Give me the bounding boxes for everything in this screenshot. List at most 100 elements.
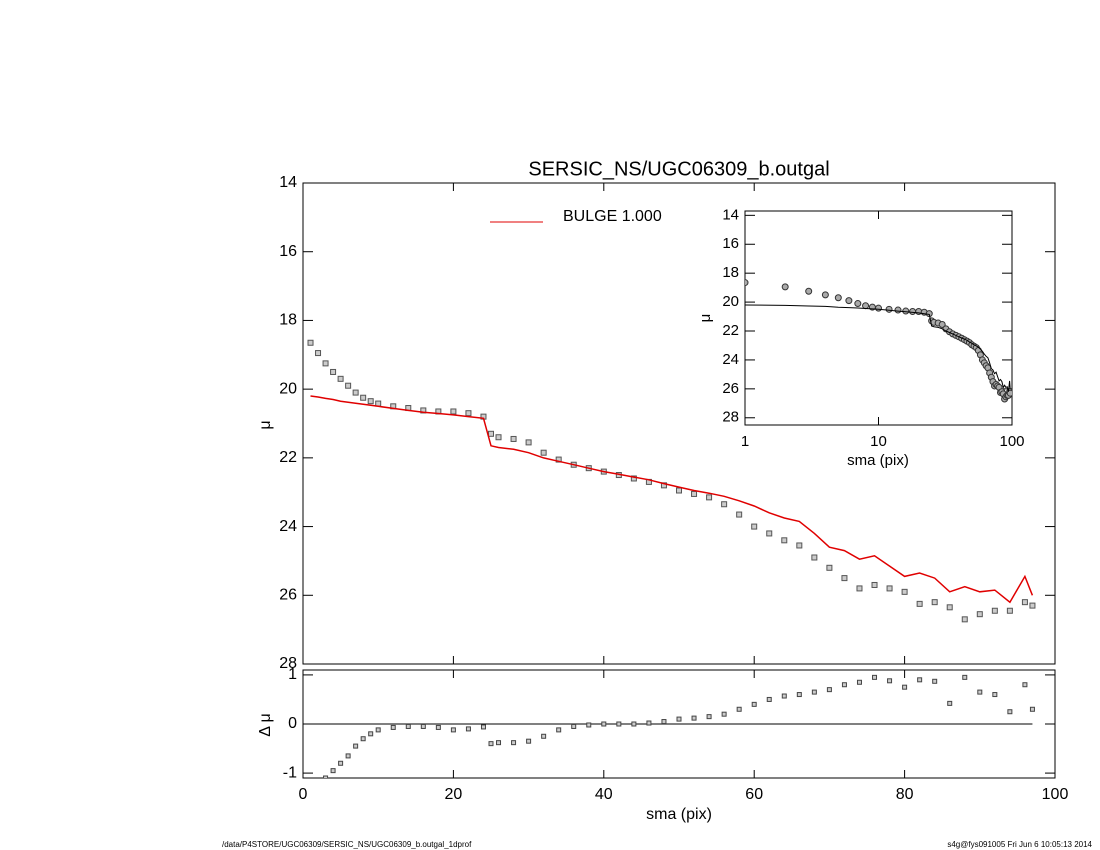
inset-point: [938, 321, 946, 329]
legend-label: BULGE 1.000: [563, 208, 662, 225]
inset-point: [834, 294, 842, 302]
residual-point: [661, 719, 667, 725]
residual-point: [1029, 706, 1035, 712]
inset-point: [805, 287, 813, 295]
residual-point: [1007, 709, 1013, 715]
residual-point: [571, 723, 577, 729]
inset-model-line: [745, 304, 1011, 392]
data-point: [781, 537, 788, 544]
residual-point: [826, 687, 832, 693]
data-point: [961, 616, 968, 623]
residual-point: [541, 733, 547, 739]
data-point: [976, 611, 983, 618]
data-point: [706, 494, 713, 501]
residual-point: [511, 740, 517, 746]
data-point: [946, 604, 953, 611]
y-tick-label: 28: [722, 409, 739, 426]
x-tick-label: 10: [870, 433, 887, 450]
inset-point: [875, 304, 882, 312]
residual-point: [586, 722, 592, 728]
y-axis-label: Δ μ: [257, 713, 274, 736]
model-line: [310, 395, 1034, 604]
plot-area: [310, 674, 1035, 792]
x-tick-label: 80: [896, 786, 914, 803]
residual-point: [796, 692, 802, 698]
data-point: [510, 435, 517, 442]
residual-point: [706, 714, 712, 720]
y-tick-label: 24: [279, 518, 297, 535]
chart-title: SERSIC_NS/UGC06309_b.outgal: [528, 158, 829, 180]
residual-point: [435, 724, 441, 730]
data-point: [871, 581, 878, 588]
y-tick-label: 16: [722, 235, 739, 252]
residual-point: [917, 677, 923, 683]
x-tick-label: 40: [595, 786, 613, 803]
residual-point: [766, 696, 772, 702]
residual-point: [1022, 682, 1028, 688]
inset-point: [862, 302, 870, 310]
inset-point: [902, 307, 910, 315]
y-axis-label: μ: [257, 420, 274, 429]
data-point: [360, 394, 367, 401]
data-point: [811, 554, 818, 561]
data-point: [555, 456, 562, 463]
residual-point: [676, 716, 682, 722]
data-point: [495, 434, 502, 441]
residual-point: [450, 727, 456, 733]
y-tick-label: 22: [279, 449, 297, 466]
x-tick-label: 0: [299, 786, 308, 803]
residual-point: [887, 678, 893, 684]
residual-point: [947, 700, 953, 706]
residual-point: [601, 721, 607, 727]
residual-point: [323, 775, 329, 778]
x-tick-label: 1: [741, 433, 749, 450]
x-tick-label: 100: [999, 433, 1024, 450]
data-point: [826, 564, 833, 571]
y-tick-label: 20: [279, 380, 297, 397]
y-tick-label: 20: [722, 293, 739, 310]
residual-point: [751, 701, 757, 707]
residual-point: [872, 674, 878, 680]
inset-point: [909, 307, 917, 315]
data-point: [691, 490, 698, 497]
data-point: [736, 511, 743, 518]
x-axis-label: sma (pix): [847, 452, 909, 469]
y-tick-label: 26: [722, 380, 739, 397]
footer-path: /data/P4STORE/UGC06309/SERSIC_NS/UGC0630…: [222, 840, 472, 849]
inset-point: [781, 283, 789, 291]
y-tick-label: 14: [279, 174, 297, 191]
data-point: [916, 600, 923, 607]
data-point: [352, 389, 359, 396]
residual-point: [646, 720, 652, 726]
residual-point: [353, 743, 359, 749]
x-axis-label: sma (pix): [646, 806, 712, 823]
data-point: [901, 588, 908, 595]
residual-point: [962, 674, 968, 680]
residual-point: [330, 768, 336, 774]
residual-point: [902, 684, 908, 690]
plot-area: [745, 279, 1012, 403]
residual-point: [316, 788, 320, 792]
data-point: [525, 439, 532, 446]
plot-frame: [302, 182, 1056, 665]
y-tick-label: 26: [279, 587, 297, 604]
y-tick-label: 14: [722, 206, 739, 223]
y-tick-label: 0: [288, 715, 297, 732]
y-tick-label: -1: [283, 764, 297, 781]
y-tick-label: 28: [279, 655, 297, 672]
inset-point: [821, 291, 829, 299]
data-point: [337, 375, 344, 382]
data-point: [766, 530, 773, 537]
residual-point: [977, 689, 983, 695]
data-point: [315, 350, 322, 357]
residual-point: [856, 679, 862, 685]
residual-point: [631, 721, 637, 727]
data-point: [630, 475, 637, 482]
y-axis-label: μ: [697, 314, 714, 323]
x-tick-label: 20: [445, 786, 463, 803]
inset-point: [894, 306, 902, 314]
residual-point: [405, 723, 411, 729]
footer-stamp: s4g@fys091005 Fri Jun 6 10:05:13 2014: [947, 840, 1092, 849]
residual-point: [691, 715, 697, 721]
